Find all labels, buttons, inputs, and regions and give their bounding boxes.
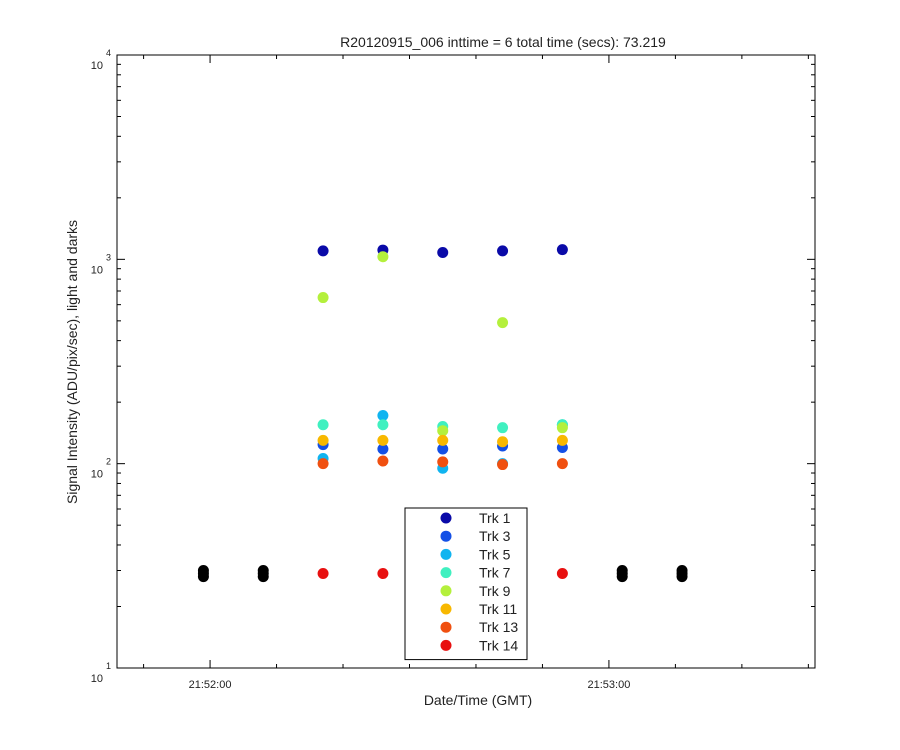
data-point [556,458,568,470]
data-point [377,251,389,263]
data-point [317,292,329,304]
legend-marker [440,530,452,542]
data-point [556,244,568,256]
data-point [437,247,449,259]
y-tick-exponent: 4 [106,48,111,58]
data-point [437,425,449,437]
data-point [616,565,628,577]
legend-marker [440,603,452,615]
y-tick-label: 10 [91,60,103,72]
legend-label: Trk 11 [479,601,517,617]
data-point [437,434,449,446]
legend-label: Trk 13 [479,619,518,635]
data-point [556,422,568,434]
data-point [317,434,329,446]
y-tick-label: 10 [91,264,103,276]
y-axis-label: Signal Intensity (ADU/pix/sec), light an… [64,220,80,504]
data-point [497,317,509,329]
data-point [497,436,509,448]
data-point [437,443,449,455]
legend: Trk 1 Trk 3 Trk 5 Trk 7 Trk 9 Trk 11 Trk 13 Trk… [404,507,528,661]
legend-label: Trk 5 [479,546,511,562]
legend-marker [440,548,452,560]
x-tick-label: 21:53:00 [588,679,631,691]
legend-marker [440,639,452,651]
data-point [377,568,389,580]
data-point [437,456,449,468]
data-point [317,568,329,580]
data-point [377,455,389,467]
data-point [497,422,509,434]
data-point [197,565,209,577]
legend-marker [440,567,452,579]
legend-marker [440,512,452,524]
data-point [257,565,269,577]
legend-label: Trk 7 [479,565,511,581]
data-point [556,568,568,580]
y-tick-exponent: 1 [106,661,111,671]
chart-title: R20120915_006 inttime = 6 total time (se… [340,34,666,50]
y-tick-exponent: 2 [106,457,111,467]
legend-label: Trk 3 [479,528,511,544]
data-point [317,458,329,470]
axis-ticks [117,55,815,669]
x-axis-label: Date/Time (GMT) [424,692,532,708]
y-tick-label: 10 [91,469,103,481]
legend-marker [440,585,452,597]
data-point [377,443,389,455]
y-tick-exponent: 3 [106,252,111,262]
data-point [377,434,389,446]
data-point [317,245,329,257]
data-point [676,565,688,577]
data-point [497,459,509,471]
data-point [317,419,329,431]
legend-label: Trk 9 [479,583,511,599]
legend-box [404,507,528,661]
legend-marker [440,621,452,633]
legend-label: Trk 1 [479,510,511,526]
data-point [556,434,568,446]
data-point [497,245,509,257]
y-tick-label: 10 [91,673,103,685]
data-point [377,410,389,422]
x-tick-labels: 21:52:00 21:53:00 [189,679,631,691]
plot-frame [116,54,816,669]
legend-label: Trk 14 [479,637,518,653]
data-point [377,419,389,431]
x-tick-label: 21:52:00 [189,679,232,691]
